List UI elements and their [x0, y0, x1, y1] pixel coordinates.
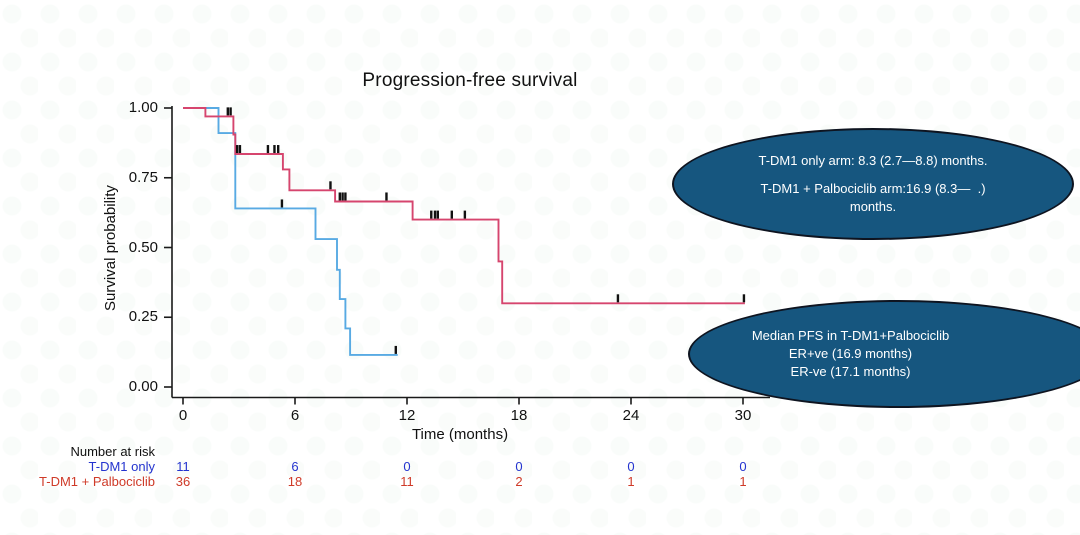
- y-tick-label: 0.75: [128, 168, 158, 186]
- x-tick-label: 30: [734, 407, 752, 424]
- er-subgroup-annotation-ellipse: Median PFS in T-DM1+Palbociclib ER+ve (1…: [688, 300, 1080, 408]
- y-tick-label: 1.00: [128, 99, 158, 116]
- risk-count: 0: [515, 459, 523, 474]
- annotation-line: T-DM1 only arm: 8.3 (2.7—8.8) months.: [758, 152, 988, 168]
- risk-count: 1: [739, 474, 747, 489]
- annotation-line: months.: [849, 199, 897, 215]
- risk-count: 1: [627, 474, 635, 489]
- risk-count: 36: [175, 474, 191, 489]
- risk-count: 0: [739, 459, 747, 474]
- risk-count: 6: [291, 459, 299, 474]
- x-tick-label: 18: [510, 407, 528, 424]
- annotation-line: T-DM1 + Palbociclib arm:16.9 (8.3— .): [760, 180, 986, 196]
- y-tick-label: 0.25: [128, 308, 158, 326]
- survival-curve-t-dm1-palbociclib: [183, 107, 745, 305]
- median-pfs-annotation-ellipse: T-DM1 only arm: 8.3 (2.7—8.8) months. T-…: [672, 128, 1074, 240]
- x-tick-label: 0: [178, 407, 188, 424]
- x-tick-label: 24: [622, 407, 640, 424]
- chart-title: Progression-free survival: [362, 70, 578, 91]
- risk-table-header: Number at risk: [70, 444, 155, 459]
- annotation-line: Median PFS in T-DM1+Palbociclib: [751, 327, 950, 343]
- risk-row-label-tdm1-palbociclib: T-DM1 + Palbociclib: [39, 474, 155, 489]
- x-tick-label: 12: [398, 407, 416, 424]
- risk-count: 0: [627, 459, 635, 474]
- risk-row-label-tdm1-only: T-DM1 only: [88, 459, 155, 474]
- risk-count: 11: [176, 459, 190, 474]
- x-axis-label: Time (months): [411, 426, 509, 443]
- annotation-line: ER-ve (17.1 months): [790, 364, 911, 380]
- risk-count: 18: [287, 474, 303, 489]
- annotation-line: ER+ve (16.9 months): [788, 345, 913, 361]
- risk-count: 2: [515, 474, 523, 489]
- risk-count: 0: [403, 459, 411, 474]
- x-tick-label: 6: [290, 407, 300, 424]
- y-tick-label: 0.50: [128, 238, 158, 256]
- risk-count: 11: [400, 474, 414, 489]
- y-tick-label: 0.00: [128, 378, 158, 395]
- survival-curve-t-dm1-only: [183, 107, 398, 356]
